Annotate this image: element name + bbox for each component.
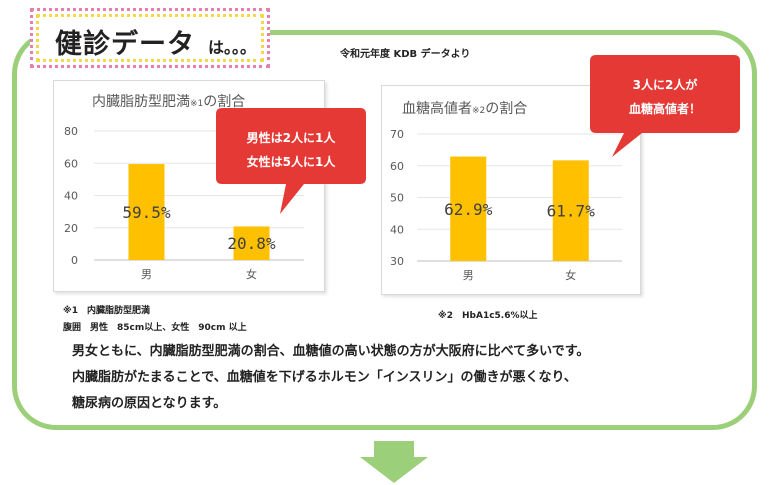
body-text-line-2: 内臓脂肪がたまることで、血糖値を下げるホルモン「インスリン」の働きが悪くなり、 bbox=[72, 370, 577, 385]
data-label: 61.7% bbox=[547, 202, 596, 221]
y-tick-label: 40 bbox=[390, 223, 404, 236]
x-category-label: 男 bbox=[141, 268, 152, 281]
data-label: 59.5% bbox=[122, 203, 171, 222]
y-tick-label: 0 bbox=[71, 254, 78, 267]
obesity-chart: 内臓脂肪型肥満※1の割合 0 20 40 60 80 男 59.5% 女 20.8% bbox=[64, 93, 304, 281]
chart-title-suffix: の割合 bbox=[203, 93, 245, 110]
data-label: 20.8% bbox=[227, 234, 276, 253]
x-category-label: 男 bbox=[463, 269, 474, 282]
x-category-label: 女 bbox=[246, 267, 257, 281]
glucose-chart: 血糖高値者※2の割合 30 40 50 60 70 男 62.9% 女 61.7% bbox=[390, 100, 622, 282]
y-tick-label: 50 bbox=[390, 192, 404, 205]
chart-title-main: 血糖高値者 bbox=[402, 100, 472, 117]
bar-2 bbox=[552, 160, 589, 261]
y-tick-label: 80 bbox=[64, 125, 78, 138]
bar-1 bbox=[128, 164, 165, 260]
chart-title-main: 内臓脂肪型肥満 bbox=[92, 94, 190, 110]
body-text-line-3: 糖尿病の原因となります。 bbox=[72, 396, 227, 411]
x-category-label: 女 bbox=[565, 268, 576, 282]
callout-bubble-shape bbox=[216, 108, 366, 214]
obesity-callout-line1: 男性は2人に1人 bbox=[246, 131, 336, 145]
chart-title-suffix: の割合 bbox=[485, 100, 527, 117]
header-label: 健診データ は。。。 bbox=[30, 8, 270, 68]
down-arrow-icon bbox=[360, 441, 428, 483]
glucose-callout: 3人に2人が 血糖高値者！ bbox=[590, 55, 740, 160]
bar-2 bbox=[233, 226, 270, 260]
y-tick-label: 60 bbox=[64, 157, 78, 170]
glucose-callout-line2: 血糖高値者！ bbox=[628, 102, 701, 116]
body-text: 男女ともに、内臓脂肪型肥満の割合、血糖値の高い状態の方が大阪府に比べて多いです。… bbox=[72, 339, 712, 417]
footnote-2: ※2 HbA1c5.6%以上 bbox=[438, 311, 538, 321]
obesity-callout: 男性は2人に1人 女性は5人に1人 bbox=[216, 108, 366, 218]
body-text-line-1: 男女ともに、内臓脂肪型肥満の割合、血糖値の高い状態の方が大阪府に比べて多いです。 bbox=[72, 344, 590, 359]
source-note: 令和元年度 KDB データより bbox=[340, 49, 471, 60]
footnote-1-detail: 腹囲 男性 85cm以上、女性 90cm 以上 bbox=[63, 323, 247, 333]
y-tick-label: 30 bbox=[390, 255, 404, 268]
bar-1 bbox=[450, 156, 487, 261]
chart-title: 血糖高値者※2の割合 bbox=[402, 100, 527, 117]
chart-title-note: ※1 bbox=[190, 99, 203, 109]
chart-title-note: ※2 bbox=[472, 106, 485, 116]
header-title: 健診データ bbox=[55, 29, 195, 60]
data-label: 62.9% bbox=[444, 200, 493, 219]
callout-bubble-shape bbox=[590, 55, 740, 157]
header-title-suffix: は。。。 bbox=[208, 38, 257, 57]
chart-title: 内臓脂肪型肥満※1の割合 bbox=[92, 93, 245, 110]
footnote-1-title: ※1 内臓脂肪型肥満 bbox=[63, 306, 151, 316]
y-tick-label: 20 bbox=[64, 222, 78, 235]
y-tick-label: 70 bbox=[390, 128, 404, 141]
y-tick-label: 60 bbox=[390, 160, 404, 173]
y-tick-label: 40 bbox=[64, 190, 78, 203]
glucose-callout-line1: 3人に2人が bbox=[632, 78, 698, 92]
obesity-callout-line2: 女性は5人に1人 bbox=[246, 155, 336, 169]
